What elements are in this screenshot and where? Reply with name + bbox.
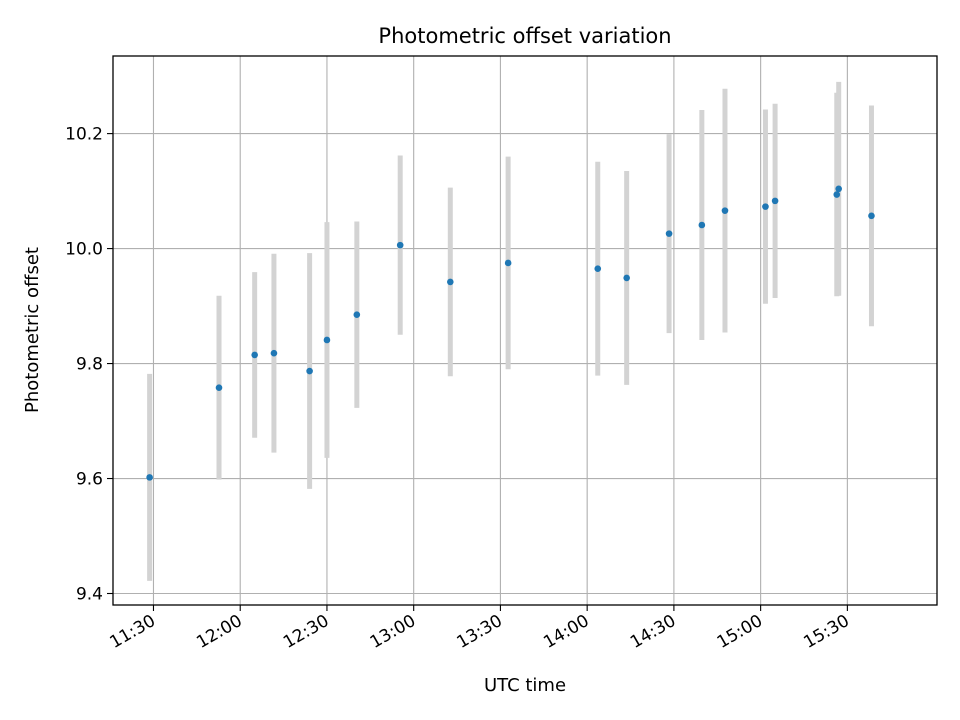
plot-frame bbox=[112, 55, 938, 606]
data-point bbox=[594, 265, 602, 273]
data-point bbox=[323, 336, 331, 344]
data-point bbox=[868, 212, 875, 220]
data-point bbox=[396, 241, 404, 249]
x-axis-label: UTC time bbox=[484, 675, 566, 696]
data-point bbox=[721, 207, 729, 214]
chart-title: Photometric offset variation bbox=[378, 24, 671, 48]
data-point bbox=[504, 259, 512, 267]
y-axis-label: Photometric offset bbox=[22, 247, 43, 413]
data-point bbox=[353, 311, 361, 318]
data-point bbox=[306, 367, 313, 375]
grid bbox=[113, 56, 937, 605]
data-point bbox=[665, 230, 673, 237]
data-point bbox=[698, 221, 706, 229]
data-point bbox=[771, 197, 779, 205]
data-point bbox=[835, 185, 842, 193]
data-points bbox=[146, 185, 875, 481]
y-tick-label: 10.0 bbox=[65, 240, 103, 260]
y-tick-label: 9.8 bbox=[76, 355, 103, 375]
data-point bbox=[447, 278, 454, 286]
data-point bbox=[623, 274, 630, 282]
data-point bbox=[215, 384, 223, 391]
y-tick-label: 9.4 bbox=[76, 585, 103, 605]
data-point bbox=[251, 351, 258, 359]
data-point bbox=[762, 203, 769, 210]
y-tick-label: 9.6 bbox=[76, 470, 103, 490]
y-axis-ticks: 9.4 9.6 9.8 10.0 10.2 bbox=[65, 125, 113, 605]
data-point bbox=[270, 349, 278, 357]
y-tick-label: 10.2 bbox=[65, 125, 103, 145]
data-point bbox=[146, 474, 153, 481]
data-point bbox=[833, 191, 841, 198]
